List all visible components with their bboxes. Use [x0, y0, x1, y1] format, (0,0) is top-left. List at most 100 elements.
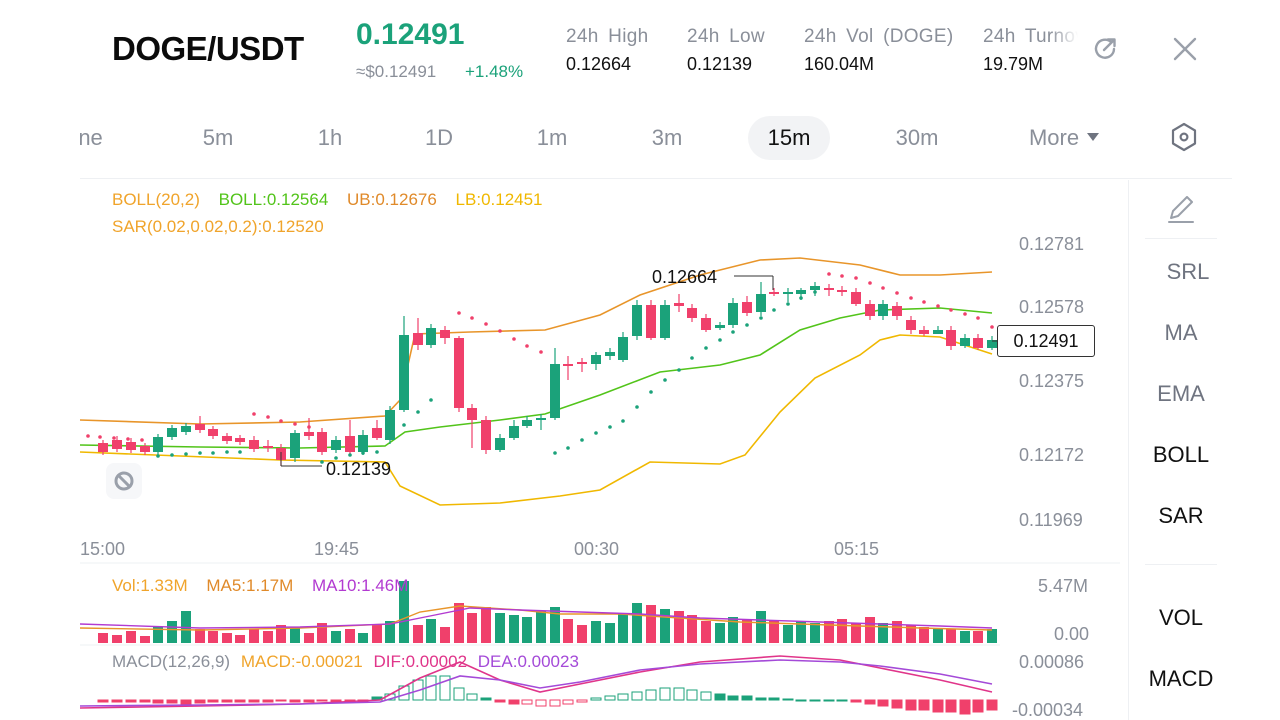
volume-bar: [98, 633, 108, 643]
volume-bar: [796, 621, 806, 643]
volume-axis-label: 5.47M: [1038, 576, 1089, 596]
candle: [495, 438, 505, 450]
candle: [385, 410, 395, 440]
kline-chart[interactable]: [0, 0, 1128, 720]
tab-1h[interactable]: 1h: [317, 125, 343, 150]
volume-bar: [317, 623, 327, 643]
price-axis-label: 0.12375: [1019, 371, 1085, 391]
candle: [605, 352, 615, 356]
macd-histogram-bar: [590, 697, 602, 701]
macd-histogram-bar: [673, 687, 685, 701]
tab-1m[interactable]: 1m: [536, 125, 568, 150]
macd-axis-label: -0.00034: [1012, 700, 1084, 720]
volume-bar: [112, 635, 122, 643]
candle: [824, 288, 834, 290]
candle: [783, 292, 793, 294]
legend-boll: BOLL(20,2) BOLL:0.12564 UB:0.12676 LB:0.…: [112, 190, 543, 210]
tab-line-clip: Line: [80, 116, 120, 160]
sar-dot: [731, 330, 735, 334]
sar-dot: [320, 460, 324, 464]
volume-bar: [263, 631, 273, 643]
indicator-srl[interactable]: SRL: [1166, 259, 1210, 284]
indicator-macd[interactable]: MACD: [1148, 666, 1214, 691]
hexagon-settings-icon[interactable]: [1168, 121, 1200, 153]
macd-histogram-bar: [945, 699, 957, 713]
sar-dot: [484, 322, 488, 326]
macd-histogram-bar: [466, 693, 478, 701]
candle: [358, 435, 368, 452]
sar-dot: [813, 290, 817, 294]
low-marker-label: 0.12139: [326, 459, 392, 479]
sar-dot: [98, 435, 102, 439]
tab-more[interactable]: More: [1014, 116, 1114, 160]
macd-histogram-bar: [439, 675, 451, 701]
stat-value: 19.79M: [983, 54, 1044, 74]
macd-histogram-bar: [617, 693, 629, 701]
candle: [878, 304, 888, 316]
close-icon[interactable]: [1170, 34, 1200, 64]
macd-histogram-bar: [221, 699, 233, 703]
sar-dot: [745, 323, 749, 327]
tab-5m[interactable]: 5m: [202, 125, 234, 150]
volume-bar: [358, 633, 368, 643]
volume-bar: [249, 629, 259, 643]
indicator-sar[interactable]: SAR: [1158, 503, 1204, 528]
sar-dot: [949, 308, 953, 312]
indicator-boll[interactable]: BOLL: [1152, 442, 1210, 467]
share-icon[interactable]: [1090, 34, 1120, 64]
volume-bar: [536, 611, 546, 643]
legend-boll-ub: UB:0.12676: [347, 190, 437, 209]
candle: [865, 304, 875, 316]
candle: [413, 333, 423, 345]
tab-1d[interactable]: 1D: [424, 125, 454, 150]
macd-histogram-bar: [453, 687, 465, 701]
tab-line[interactable]: Line: [80, 125, 103, 150]
candle: [715, 325, 725, 328]
sar-dot: [976, 316, 980, 320]
sar-dot: [840, 274, 844, 278]
legend-boll-mid: BOLL:0.12564: [218, 190, 329, 209]
divider: [1145, 564, 1217, 565]
sar-dot: [334, 456, 338, 460]
legend-macd-name: MACD(12,26,9): [112, 652, 231, 671]
candle: [946, 330, 956, 346]
sar-dot: [416, 410, 420, 414]
volume-bar: [495, 613, 505, 643]
legend-macd-value: MACD:-0.00021: [240, 652, 363, 671]
tab-30m[interactable]: 30m: [895, 125, 939, 150]
candle: [167, 428, 177, 437]
sar-dot: [512, 337, 516, 341]
volume-ma10-line: [79, 607, 993, 629]
legend-macd: MACD(12,26,9) MACD:-0.00021 DIF:0.00002 …: [112, 652, 579, 672]
indicator-ma[interactable]: MA: [1164, 320, 1198, 345]
stat-24h-high: 24h High 0.12664: [566, 26, 648, 75]
sar-dot: [307, 425, 311, 429]
sar-dot: [854, 276, 858, 280]
volume-bar: [522, 617, 532, 643]
sar-dot: [238, 450, 242, 454]
volume-bar: [195, 629, 205, 643]
volume-bar: [399, 581, 409, 643]
volume-bar: [987, 629, 997, 643]
time-axis-label: 05:15: [834, 539, 880, 559]
indicator-vol[interactable]: VOL: [1158, 605, 1204, 630]
candle: [317, 432, 327, 452]
sar-dot: [690, 356, 694, 360]
candle: [796, 290, 806, 294]
sar-dot: [635, 405, 639, 409]
tab-3m[interactable]: 3m: [651, 125, 683, 150]
volume-bar: [618, 613, 628, 643]
candle: [126, 442, 136, 450]
candle: [235, 438, 245, 442]
sar-dot: [156, 454, 160, 458]
macd-histogram-bar: [166, 699, 178, 704]
sar-dot: [402, 423, 406, 427]
macd-histogram-bar: [755, 697, 767, 701]
tab-15m[interactable]: 15m: [748, 116, 830, 160]
candle: [892, 306, 902, 316]
indicator-ema[interactable]: EMA: [1157, 381, 1205, 406]
time-axis-label: 19:45: [314, 539, 360, 559]
volume-bar: [208, 631, 218, 643]
volume-bar: [973, 631, 983, 643]
chart-top-border: [80, 178, 1232, 179]
